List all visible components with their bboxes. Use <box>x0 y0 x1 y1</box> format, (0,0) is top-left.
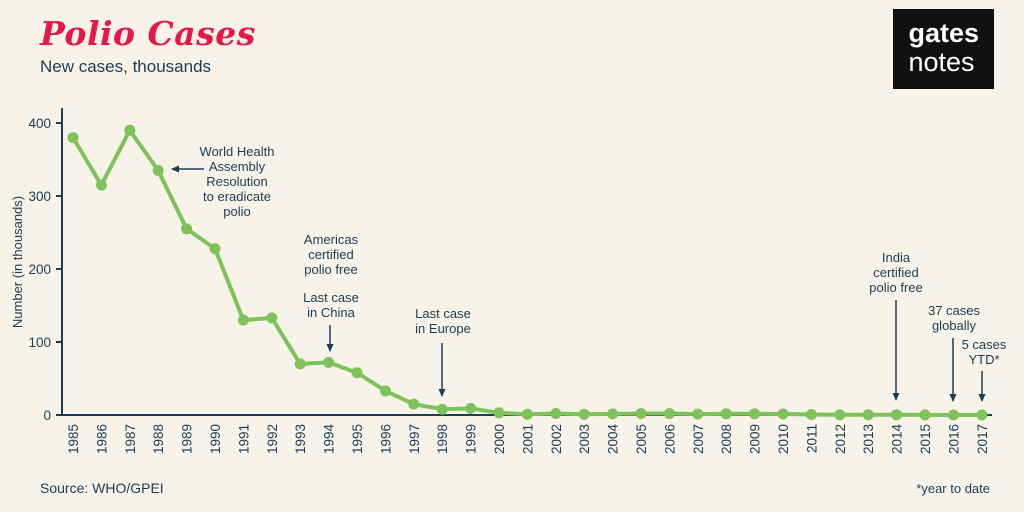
x-tick-label-2015: 2015 <box>918 424 933 454</box>
x-tick-label-1986: 1986 <box>94 424 109 454</box>
data-point-2006 <box>663 408 675 419</box>
data-point-2009 <box>749 408 761 420</box>
x-tick-label-2008: 2008 <box>719 424 734 454</box>
x-tick-label-1995: 1995 <box>350 424 365 454</box>
x-tick-label-2009: 2009 <box>748 424 763 454</box>
data-point-1988 <box>152 165 164 176</box>
data-point-1986 <box>95 179 107 191</box>
data-point-2003 <box>578 408 590 420</box>
x-tick-label-2007: 2007 <box>691 424 706 454</box>
data-point-2016 <box>947 409 959 421</box>
chart-title: Polio Cases <box>40 14 256 53</box>
logo-notes-text: notes <box>908 47 975 78</box>
y-tick-label: 400 <box>28 116 51 131</box>
chart-subtitle: New cases, thousands <box>40 57 212 76</box>
x-tick-label-2005: 2005 <box>634 424 649 454</box>
data-point-1998 <box>436 403 448 415</box>
y-axis-title: Number (in thousands) <box>10 196 25 328</box>
x-tick-label-1989: 1989 <box>180 424 195 454</box>
data-point-2012 <box>834 409 846 421</box>
x-tick-label-1996: 1996 <box>378 424 393 454</box>
y-tick-label: 100 <box>28 335 51 350</box>
x-tick-label-1998: 1998 <box>435 424 450 454</box>
x-tick-label-2013: 2013 <box>861 424 876 454</box>
data-point-1994 <box>323 356 335 368</box>
x-tick-label-2004: 2004 <box>606 424 621 455</box>
annotation-americas: Americas certified polio free <box>304 232 359 277</box>
data-point-1995 <box>351 367 363 379</box>
data-point-2007 <box>692 408 704 420</box>
data-point-2000 <box>493 407 505 419</box>
data-point-1987 <box>124 124 136 136</box>
data-point-2004 <box>607 408 619 420</box>
x-tick-label-2012: 2012 <box>833 424 848 454</box>
x-tick-label-2016: 2016 <box>946 424 961 454</box>
x-tick-label-1987: 1987 <box>123 424 138 454</box>
x-tick-label-2003: 2003 <box>577 424 592 454</box>
data-point-2011 <box>805 409 817 420</box>
x-tick-label-2011: 2011 <box>804 424 819 453</box>
x-tick-label-1992: 1992 <box>265 424 280 454</box>
data-point-2013 <box>862 409 874 421</box>
chart-header: Polio Cases New cases, thousands <box>40 14 256 77</box>
x-tick-label-2001: 2001 <box>520 424 535 454</box>
annotation-china: Last case in China <box>303 290 359 320</box>
data-point-1997 <box>408 398 420 410</box>
data-point-1992 <box>266 312 278 324</box>
source-note: Source: WHO/GPEI <box>40 480 164 496</box>
x-tick-label-1999: 1999 <box>464 424 479 454</box>
annotation-europe: Last case in Europe <box>415 306 471 336</box>
x-tick-label-2002: 2002 <box>549 424 564 454</box>
gates-notes-logo: gates notes <box>893 9 994 90</box>
annotation-cases-globally: 37 cases globally <box>928 303 981 333</box>
x-tick-label-2017: 2017 <box>975 424 990 454</box>
data-point-1996 <box>379 385 391 397</box>
data-point-2005 <box>635 408 647 419</box>
data-point-1993 <box>294 358 306 370</box>
y-tick-label: 300 <box>28 189 51 204</box>
data-point-2010 <box>777 408 789 420</box>
footnote-year-to-date: *year to date <box>916 481 990 496</box>
x-tick-label-2014: 2014 <box>890 424 905 455</box>
y-tick-label: 200 <box>28 262 51 277</box>
x-tick-label-2006: 2006 <box>662 424 677 454</box>
x-tick-label-1997: 1997 <box>407 424 422 454</box>
data-point-2008 <box>720 408 732 420</box>
x-tick-label-1988: 1988 <box>151 424 166 454</box>
y-tick-label: 0 <box>43 408 51 423</box>
x-tick-label-2010: 2010 <box>776 424 791 454</box>
data-point-2015 <box>919 409 931 421</box>
data-point-1991 <box>237 314 249 326</box>
x-tick-label-1991: 1991 <box>236 424 251 454</box>
data-point-1985 <box>67 132 79 144</box>
x-tick-label-2000: 2000 <box>492 424 507 454</box>
x-tick-label-1994: 1994 <box>322 424 337 455</box>
annotation-cases-ytd: 5 cases YTD* <box>962 337 1007 367</box>
annotation-india: India certified polio free <box>869 250 922 295</box>
data-point-2002 <box>550 408 562 419</box>
data-point-2014 <box>891 409 903 421</box>
data-point-2001 <box>521 408 533 420</box>
x-tick-label-1985: 1985 <box>66 424 81 454</box>
data-point-1989 <box>181 223 193 235</box>
annotation-wha: World Health Assembly Resolution to eradica… <box>200 144 275 219</box>
x-tick-label-1993: 1993 <box>293 424 308 454</box>
logo-gates-text: gates <box>908 18 979 48</box>
x-tick-label-1990: 1990 <box>208 424 223 454</box>
data-point-1999 <box>465 402 477 414</box>
data-point-1990 <box>209 243 221 255</box>
data-point-2017 <box>976 409 988 421</box>
